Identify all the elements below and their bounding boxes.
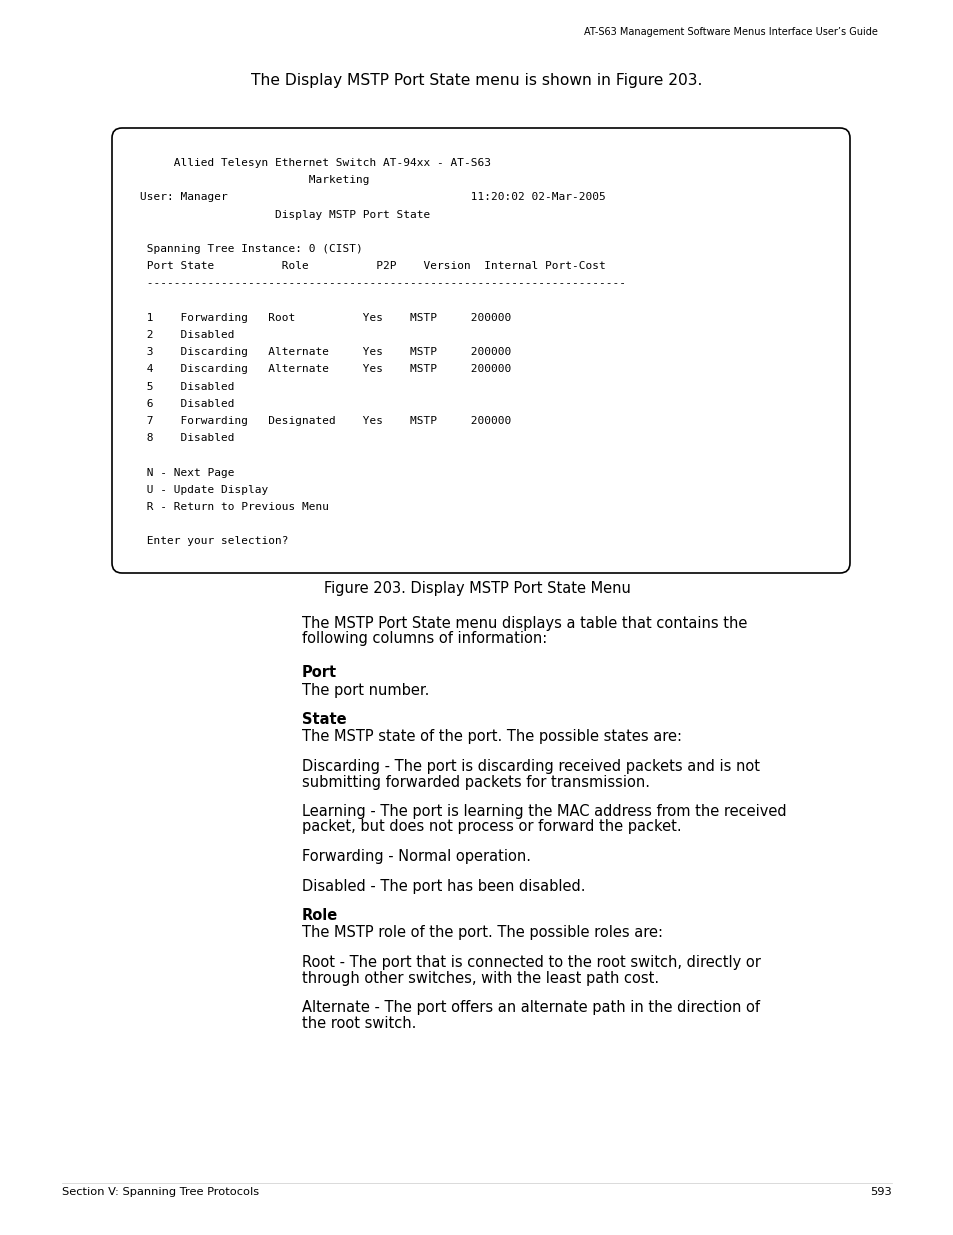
Text: The MSTP Port State menu displays a table that contains the: The MSTP Port State menu displays a tabl… (302, 616, 746, 631)
Text: The MSTP role of the port. The possible roles are:: The MSTP role of the port. The possible … (302, 925, 662, 941)
Text: submitting forwarded packets for transmission.: submitting forwarded packets for transmi… (302, 774, 649, 789)
Text: 1    Forwarding   Root          Yes    MSTP     200000: 1 Forwarding Root Yes MSTP 200000 (140, 312, 511, 322)
Text: User: Manager                                    11:20:02 02-Mar-2005: User: Manager 11:20:02 02-Mar-2005 (140, 193, 605, 203)
Text: 5    Disabled: 5 Disabled (140, 382, 234, 391)
Text: Section V: Spanning Tree Protocols: Section V: Spanning Tree Protocols (62, 1187, 259, 1197)
Text: AT-S63 Management Software Menus Interface User’s Guide: AT-S63 Management Software Menus Interfa… (583, 27, 877, 37)
Text: Marketing: Marketing (140, 175, 369, 185)
Text: Allied Telesyn Ethernet Switch AT-94xx - AT-S63: Allied Telesyn Ethernet Switch AT-94xx -… (140, 158, 491, 168)
Text: the root switch.: the root switch. (302, 1015, 416, 1030)
Text: The Display MSTP Port State menu is shown in Figure 203.: The Display MSTP Port State menu is show… (251, 73, 702, 88)
FancyBboxPatch shape (112, 128, 849, 573)
Text: Role: Role (302, 908, 338, 923)
Text: 4    Discarding   Alternate     Yes    MSTP     200000: 4 Discarding Alternate Yes MSTP 200000 (140, 364, 511, 374)
Text: 2    Disabled: 2 Disabled (140, 330, 234, 340)
Text: Alternate - The port offers an alternate path in the direction of: Alternate - The port offers an alternate… (302, 1000, 760, 1015)
Text: -----------------------------------------------------------------------: ----------------------------------------… (140, 278, 625, 289)
Text: Port State          Role          P2P    Version  Internal Port-Cost: Port State Role P2P Version Internal Por… (140, 261, 605, 272)
Text: U - Update Display: U - Update Display (140, 485, 268, 495)
Text: State: State (302, 713, 346, 727)
Text: Figure 203. Display MSTP Port State Menu: Figure 203. Display MSTP Port State Menu (323, 580, 630, 597)
Text: Spanning Tree Instance: 0 (CIST): Spanning Tree Instance: 0 (CIST) (140, 245, 362, 254)
Text: Learning - The port is learning the MAC address from the received: Learning - The port is learning the MAC … (302, 804, 786, 819)
Text: 8    Disabled: 8 Disabled (140, 433, 234, 443)
Text: packet, but does not process or forward the packet.: packet, but does not process or forward … (302, 820, 680, 835)
Text: 6    Disabled: 6 Disabled (140, 399, 234, 409)
Text: The MSTP state of the port. The possible states are:: The MSTP state of the port. The possible… (302, 730, 681, 745)
Text: Display MSTP Port State: Display MSTP Port State (140, 210, 430, 220)
Text: 3    Discarding   Alternate     Yes    MSTP     200000: 3 Discarding Alternate Yes MSTP 200000 (140, 347, 511, 357)
Text: Port: Port (302, 664, 336, 680)
Text: Disabled - The port has been disabled.: Disabled - The port has been disabled. (302, 878, 585, 893)
Text: The port number.: The port number. (302, 683, 429, 698)
Text: Enter your selection?: Enter your selection? (140, 536, 288, 546)
Text: Forwarding - Normal operation.: Forwarding - Normal operation. (302, 848, 531, 864)
Text: R - Return to Previous Menu: R - Return to Previous Menu (140, 501, 329, 513)
Text: Root - The port that is connected to the root switch, directly or: Root - The port that is connected to the… (302, 955, 760, 969)
Text: following columns of information:: following columns of information: (302, 631, 547, 646)
Text: Discarding - The port is discarding received packets and is not: Discarding - The port is discarding rece… (302, 760, 760, 774)
Text: 593: 593 (869, 1187, 891, 1197)
Text: through other switches, with the least path cost.: through other switches, with the least p… (302, 971, 659, 986)
Text: 7    Forwarding   Designated    Yes    MSTP     200000: 7 Forwarding Designated Yes MSTP 200000 (140, 416, 511, 426)
Text: N - Next Page: N - Next Page (140, 468, 234, 478)
